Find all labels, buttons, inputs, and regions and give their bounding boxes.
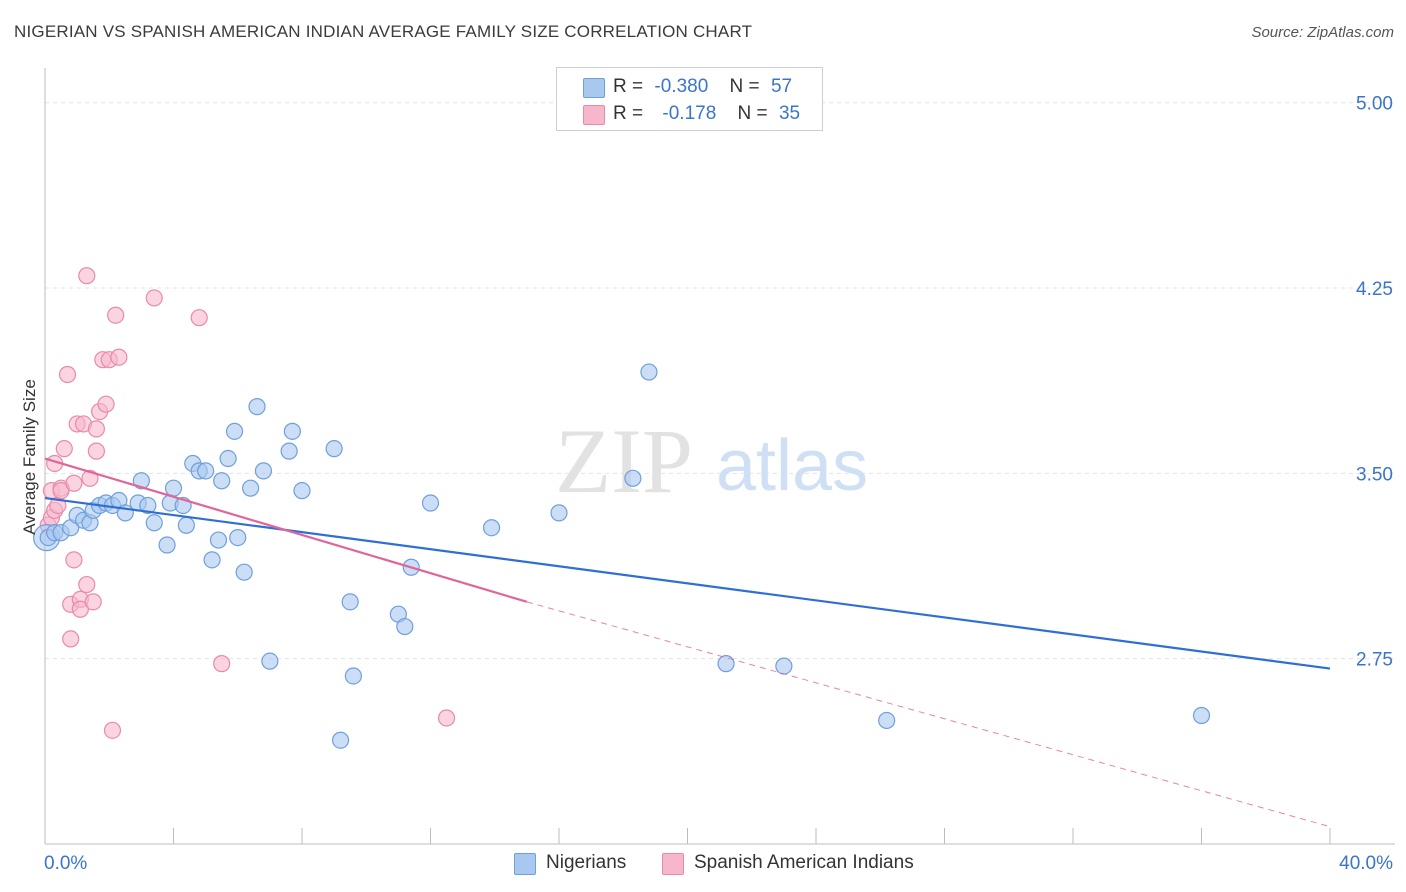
- spanish-american-indians-point-26: [97, 395, 115, 413]
- series-spanish-american-indians-points: [39, 267, 456, 739]
- legend-r-value: -0.178: [662, 103, 717, 124]
- nigerians-point-51: [717, 655, 735, 673]
- legend-swatch-nigerians: [583, 78, 605, 98]
- nigerians-point-46: [421, 494, 440, 512]
- trend-line-spanish-american-indians: [44, 457, 528, 603]
- spanish-american-indians-point-28: [103, 721, 122, 739]
- nigerians-point-28: [219, 449, 237, 468]
- legend-r-label: R =: [613, 103, 644, 124]
- nigerians-point-37: [283, 422, 301, 440]
- bottom-legend-label-spanish-american-indians: Spanish American Indians: [694, 852, 914, 873]
- y-axis-title: Average Family Size: [20, 379, 39, 535]
- nigerians-point-53: [878, 711, 896, 730]
- spanish-american-indians-point-34: [437, 709, 456, 727]
- legend-n-label: N =: [737, 103, 768, 124]
- nigerians-point-19: [164, 479, 183, 497]
- spanish-american-indians-point-12: [65, 551, 83, 569]
- nigerians-point-21: [177, 516, 195, 534]
- source-note: Source: ZipAtlas.com: [1251, 24, 1394, 41]
- nigerians-point-24: [197, 462, 215, 480]
- nigerians-point-44: [396, 617, 414, 636]
- series-nigerians-points: [33, 363, 1211, 749]
- axes-layer: [44, 68, 1395, 845]
- legend-n-value: 57: [770, 76, 793, 97]
- nigerians-point-29: [225, 422, 244, 440]
- spanish-american-indians-point-31: [145, 289, 163, 307]
- nigerians-point-27: [213, 472, 231, 490]
- correlation-legend: R = -0.380 N = 57 R = -0.178 N = 35: [556, 67, 823, 131]
- nigerians-point-52: [775, 657, 793, 675]
- spanish-american-indians-point-20: [81, 469, 99, 487]
- axis-labels: 2.75 3.50 4.25 5.00 0.0% 40.0% Average Family …: [20, 94, 1393, 874]
- watermark-atlas: atlas: [716, 426, 868, 506]
- nigerians-point-40: [331, 731, 350, 749]
- nigerians-point-14: [132, 472, 150, 490]
- nigerians-point-32: [242, 479, 260, 497]
- nigerians-point-39: [325, 440, 343, 458]
- nigerians-point-16: [145, 514, 163, 532]
- spanish-american-indians-point-22: [87, 442, 106, 460]
- nigerians-point-17: [158, 536, 176, 554]
- x-tick-label-max: 40.0%: [1339, 853, 1393, 874]
- nigerians-point-42: [341, 593, 359, 611]
- x-tick-label-min: 0.0%: [44, 853, 87, 874]
- bottom-legend-swatch-nigerians: [514, 853, 536, 875]
- chart-title: NIGERIAN VS SPANISH AMERICAN INDIAN AVER…: [14, 22, 753, 41]
- spanish-american-indians-point-9: [58, 365, 77, 384]
- nigerians-point-26: [209, 531, 228, 549]
- spanish-american-indians-point-30: [110, 348, 128, 366]
- spanish-american-indians-point-19: [78, 267, 96, 285]
- nigerians-point-48: [550, 504, 568, 522]
- nigerians-point-50: [640, 363, 658, 381]
- watermark: ZIP atlas: [555, 410, 868, 512]
- spanish-american-indians-point-8: [55, 440, 73, 458]
- spanish-american-indians-point-10: [62, 630, 80, 648]
- spanish-american-indians-point-32: [190, 309, 208, 327]
- spanish-american-indians-point-18: [78, 575, 96, 594]
- bottom-legend-swatch-spanish-american-indians: [662, 853, 684, 875]
- nigerians-point-41: [344, 667, 362, 685]
- legend-r-value: -0.380: [654, 76, 709, 97]
- nigerians-point-36: [280, 442, 298, 460]
- spanish-american-indians-point-16: [71, 600, 89, 618]
- legend-r-label: R =: [613, 76, 644, 97]
- nigerians-point-30: [229, 528, 247, 547]
- legend-n-label: N =: [729, 76, 760, 97]
- watermark-zip: ZIP: [555, 410, 693, 512]
- legend-swatch-spanish-american-indians: [583, 105, 605, 125]
- nigerians-point-38: [293, 482, 311, 500]
- nigerians-point-31: [235, 563, 253, 581]
- nigerians-point-47: [482, 519, 501, 537]
- spanish-american-indians-point-23: [87, 420, 106, 438]
- nigerians-point-35: [261, 652, 279, 670]
- nigerians-point-49: [624, 469, 642, 487]
- trend-line-nigerians: [44, 496, 1331, 670]
- nigerians-point-15: [139, 496, 157, 515]
- y-tick-label-0: 2.75: [1356, 650, 1393, 671]
- legend-n-value: 35: [778, 103, 801, 124]
- bottom-legend-label-nigerians: Nigerians: [546, 852, 627, 873]
- spanish-american-indians-point-33: [213, 655, 231, 673]
- nigerians-point-25: [203, 551, 221, 569]
- spanish-american-indians-point-29: [107, 306, 125, 324]
- trend-lines: [44, 457, 1331, 828]
- y-tick-label-1: 3.50: [1356, 464, 1393, 485]
- nigerians-point-34: [254, 462, 273, 480]
- y-tick-label-3: 5.00: [1356, 94, 1393, 115]
- nigerians-point-33: [248, 398, 266, 416]
- y-tick-label-2: 4.25: [1356, 279, 1393, 300]
- spanish-american-indians-point-13: [65, 474, 83, 492]
- spanish-american-indians-point-21: [84, 593, 102, 611]
- nigerians-point-54: [1192, 706, 1211, 725]
- spanish-american-indians-point-7: [52, 482, 70, 500]
- trend-line-spanish-american-indians-extension: [526, 601, 1331, 828]
